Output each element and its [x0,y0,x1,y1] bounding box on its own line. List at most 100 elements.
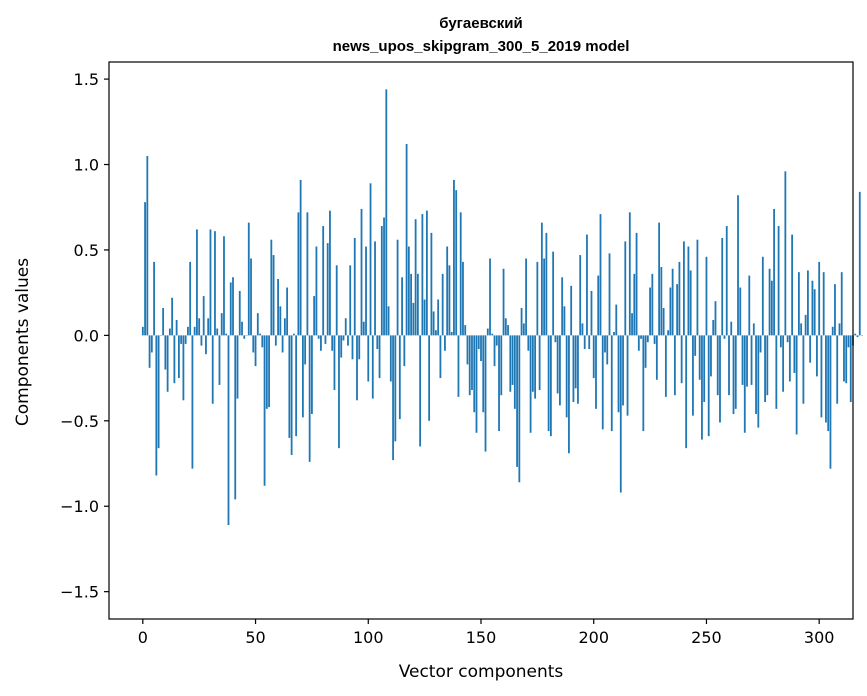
x-axis-label: Vector components [399,662,564,682]
bar-9 [162,308,165,336]
bar-45 [243,335,246,339]
bar-244 [692,335,694,416]
bar-32 [214,231,216,336]
bar-166 [516,335,518,467]
bar-205 [604,335,606,353]
bar-240 [683,241,685,336]
y-tick-label-0: −1.5 [60,583,99,602]
bar-221 [640,335,642,339]
bar-158 [498,335,500,432]
bar-149 [477,335,480,350]
bar-170 [525,258,527,336]
bar-218 [633,273,636,336]
bar-269 [748,275,751,336]
bar-281 [775,335,778,409]
bar-127 [428,335,431,421]
bar-159 [500,335,503,396]
bar-28 [205,335,207,355]
bar-288 [791,234,794,336]
bar-133 [441,273,444,336]
bar-187 [563,306,566,336]
bar-100 [367,335,370,382]
bar-123 [419,335,422,447]
bar-254 [714,301,717,336]
bar-59 [274,335,277,346]
bar-106 [380,226,383,336]
bar-234 [669,287,672,336]
bar-204 [601,335,604,430]
bar-224 [646,335,649,343]
bar-298 [813,289,816,336]
bar-302 [822,272,825,336]
bar-139 [455,190,458,336]
bar-276 [764,335,766,402]
y-tick-label-2: −0.5 [60,412,99,431]
bar-141 [459,212,462,336]
bar-23 [193,326,196,336]
x-tick-label-150: 150 [466,628,497,647]
bar-150 [480,335,482,361]
bar-179 [545,232,548,336]
bar-77 [315,246,318,336]
bar-200 [592,335,595,379]
bar-290 [795,335,798,435]
bar-216 [628,212,631,336]
bar-191 [572,335,575,402]
bar-108 [385,89,388,336]
bar-303 [825,335,827,423]
bar-146 [471,335,473,391]
bar-154 [489,258,491,336]
bar-305 [829,335,832,469]
bar-160 [502,268,505,336]
bar-230 [660,267,663,336]
bar-79 [320,335,322,351]
bar-132 [439,335,442,379]
bar-235 [671,268,674,336]
bar-273 [757,335,760,428]
bar-144 [466,335,469,365]
bar-175 [536,261,539,336]
bar-69 [297,212,300,336]
bar-147 [473,335,476,413]
bar-104 [376,335,379,350]
bar-283 [779,335,782,348]
y-tick-label-6: 1.5 [74,70,99,89]
bar-110 [389,335,392,382]
bar-72 [304,335,307,365]
bar-93 [351,335,354,360]
bar-30 [209,229,212,336]
bar-130 [435,330,437,336]
bar-201 [595,335,597,409]
bar-39 [229,282,232,336]
bar-277 [766,335,769,396]
bar-217 [631,313,633,336]
bar-114 [398,335,401,420]
bar-220 [637,335,640,351]
bar-44 [241,321,243,336]
bar-167 [518,335,521,483]
bar-241 [685,335,688,449]
bar-2 [146,155,149,336]
bar-43 [238,290,241,336]
bar-299 [816,335,818,377]
bar-260 [728,335,730,396]
bar-125 [423,299,426,336]
bar-103 [374,241,376,336]
bar-263 [734,335,737,409]
bar-292 [800,323,803,336]
bar-282 [777,226,780,336]
bar-251 [707,335,710,437]
bar-247 [698,335,701,380]
bar-295 [807,270,809,336]
bar-145 [468,335,471,396]
bar-40 [232,277,234,336]
bar-310 [840,272,843,336]
bar-101 [369,183,372,336]
bar-129 [432,311,435,336]
bar-243 [689,270,692,336]
bar-117 [405,144,408,336]
bar-91 [347,335,349,346]
bar-11 [166,335,169,392]
bar-246 [696,239,699,336]
bar-82 [326,243,329,336]
